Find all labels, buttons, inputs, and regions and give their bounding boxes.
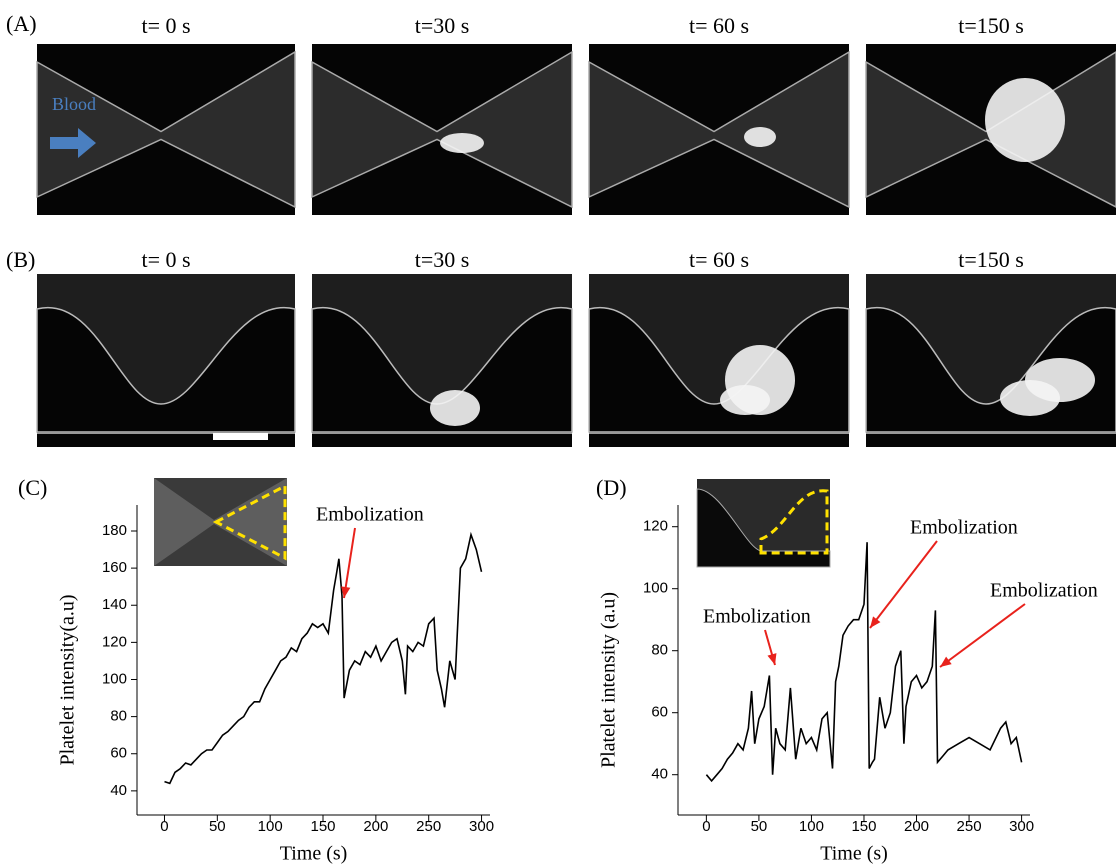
clot bbox=[985, 78, 1065, 162]
y-tick-label: 40 bbox=[651, 766, 668, 783]
roi bbox=[212, 483, 287, 561]
y-axis-title: Platelet intensity(a.u) bbox=[57, 594, 79, 765]
x-tick-label: 0 bbox=[160, 818, 168, 835]
data-line bbox=[164, 531, 483, 785]
clot bbox=[440, 133, 484, 153]
y-tick-label: 60 bbox=[651, 704, 668, 721]
panel-label: (D) bbox=[596, 475, 627, 500]
annotation: Embolization bbox=[316, 504, 424, 526]
flow-arrow bbox=[50, 128, 96, 158]
time-label: t=150 s bbox=[958, 13, 1024, 38]
time-label: t=150 s bbox=[958, 247, 1024, 272]
clot bbox=[1000, 380, 1060, 416]
x-tick-label: 50 bbox=[751, 818, 768, 835]
y-tick-label: 160 bbox=[102, 559, 127, 576]
y-tick-label: 100 bbox=[102, 670, 127, 687]
y-tick-label: 100 bbox=[643, 580, 668, 597]
roi bbox=[759, 489, 829, 555]
x-tick-label: 250 bbox=[416, 818, 441, 835]
clot bbox=[744, 127, 776, 147]
x-tick-label: 200 bbox=[904, 818, 929, 835]
y-tick-label: 120 bbox=[102, 633, 127, 650]
time-label: t= 0 s bbox=[141, 13, 190, 38]
y-tick-label: 80 bbox=[651, 642, 668, 659]
clot bbox=[720, 385, 770, 415]
blood-label: Blood bbox=[52, 94, 96, 114]
x-tick-label: 300 bbox=[469, 818, 494, 835]
arrow-head bbox=[870, 616, 881, 628]
channel bbox=[588, 50, 850, 209]
x-tick-label: 300 bbox=[1009, 818, 1034, 835]
x-axis-title: Time (s) bbox=[280, 843, 348, 865]
channel bbox=[311, 50, 573, 209]
x-tick-label: 200 bbox=[363, 818, 388, 835]
x-tick-label: 0 bbox=[702, 818, 710, 835]
annotation: Embolization bbox=[703, 606, 811, 628]
arrow-head bbox=[940, 656, 952, 667]
annotation: Embolization bbox=[910, 517, 1018, 539]
panel-label: (C) bbox=[18, 475, 47, 500]
inset-wall bbox=[696, 488, 831, 568]
x-tick-label: 150 bbox=[851, 818, 876, 835]
annotation-arrow bbox=[939, 603, 1026, 668]
data-line bbox=[705, 542, 1023, 783]
arrow-head bbox=[341, 586, 351, 598]
inset-channel bbox=[154, 478, 287, 566]
y-axis-title: Platelet intensity (a.u) bbox=[598, 592, 620, 768]
y-tick-label: 120 bbox=[643, 518, 668, 535]
arrow-head bbox=[767, 653, 777, 665]
channel bbox=[36, 50, 296, 209]
x-tick-label: 100 bbox=[258, 818, 283, 835]
x-tick-label: 100 bbox=[799, 818, 824, 835]
y-tick-label: 80 bbox=[110, 708, 127, 725]
x-tick-label: 250 bbox=[957, 818, 982, 835]
time-label: t=30 s bbox=[415, 13, 470, 38]
time-label: t=30 s bbox=[415, 247, 470, 272]
time-label: t= 60 s bbox=[689, 247, 749, 272]
time-label: t= 0 s bbox=[141, 247, 190, 272]
time-label: t= 60 s bbox=[689, 13, 749, 38]
annotation-arrow bbox=[869, 540, 938, 629]
y-tick-label: 60 bbox=[110, 745, 127, 762]
x-axis-title: Time (s) bbox=[820, 843, 888, 865]
y-tick-label: 180 bbox=[102, 522, 127, 539]
panel-label: (B) bbox=[6, 247, 35, 272]
panel-label: (A) bbox=[6, 11, 37, 36]
y-tick-label: 40 bbox=[110, 782, 127, 799]
y-tick-label: 140 bbox=[102, 596, 127, 613]
x-tick-label: 150 bbox=[310, 818, 335, 835]
scale-bar bbox=[213, 433, 268, 440]
channel-wall bbox=[36, 306, 296, 433]
annotation: Embolization bbox=[990, 580, 1098, 602]
annotation-arrow bbox=[343, 527, 356, 599]
x-tick-label: 50 bbox=[209, 818, 226, 835]
clot bbox=[430, 390, 480, 426]
